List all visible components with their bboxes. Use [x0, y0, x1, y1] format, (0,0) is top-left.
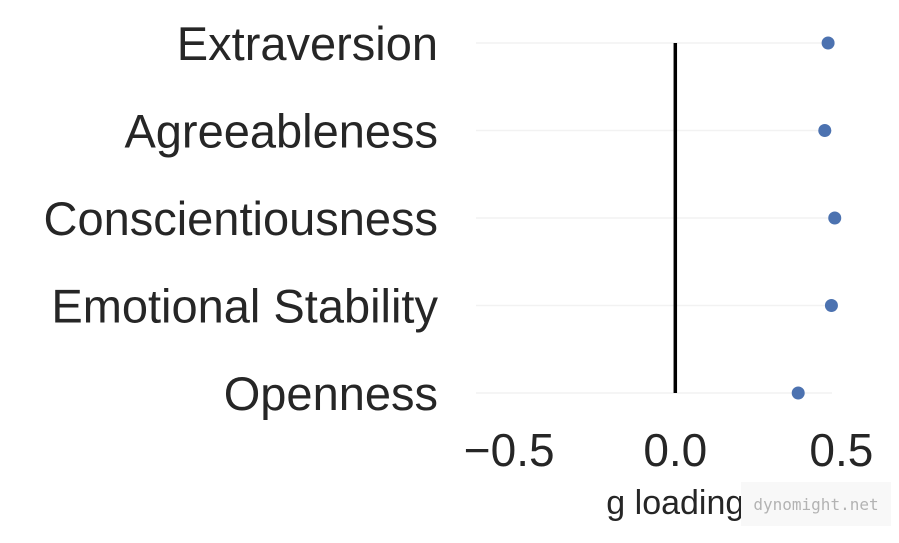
data-point [791, 386, 805, 400]
category-label: Extraversion [177, 17, 438, 70]
category-label: Conscientiousness [44, 192, 439, 245]
category-label: Agreeableness [124, 105, 438, 158]
category-label: Openness [224, 367, 438, 420]
x-tick-label: 0.5 [809, 424, 873, 476]
data-point [824, 299, 838, 312]
x-tick-labels: −0.5 0.0 0.5 [464, 424, 874, 476]
data-point [821, 36, 835, 50]
x-axis-title: g loading [606, 484, 744, 522]
x-tick-label: −0.5 [464, 424, 555, 476]
x-tick-label: 0.0 [643, 424, 707, 476]
grid-lines [476, 42, 832, 394]
data-point [828, 211, 842, 225]
data-points [791, 36, 842, 400]
category-label: Emotional Stability [51, 280, 438, 333]
category-labels: Extraversion Agreeableness Conscientiousne… [44, 17, 439, 420]
watermark: dynomight.net [741, 482, 891, 526]
data-point [818, 124, 832, 137]
